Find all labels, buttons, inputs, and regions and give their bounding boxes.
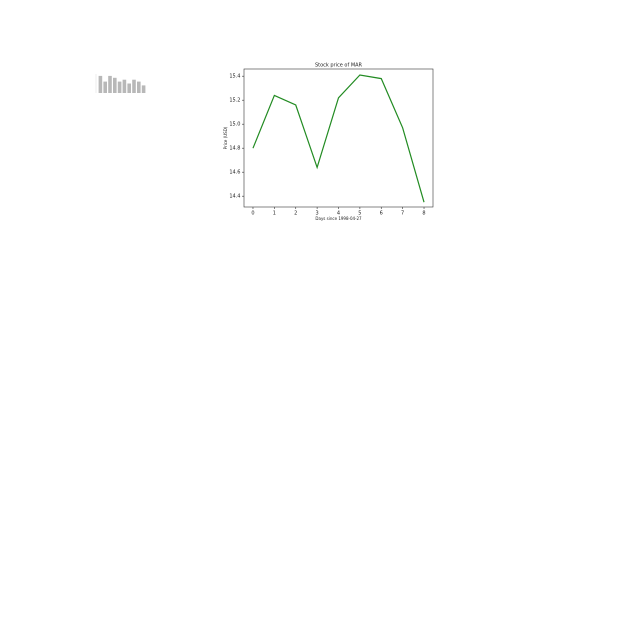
y-tick-label: 15.4 [229, 74, 240, 80]
price-line [252, 74, 425, 203]
y-tick-label: 14.4 [229, 194, 240, 200]
x-tick-label: 1 [273, 211, 276, 217]
thumb-bar [122, 79, 127, 93]
thumb-bar [108, 75, 112, 93]
y-tick-label: 15.0 [229, 122, 240, 128]
x-tick-label: 0 [251, 211, 254, 217]
y-tick-label: 14.6 [229, 170, 240, 176]
x-tick-label: 2 [294, 211, 297, 217]
thumb-bar [137, 81, 141, 93]
x-axis-label: Days since 1998-04-27 [315, 216, 362, 221]
plot-frame [243, 68, 434, 208]
thumb-bar [117, 81, 122, 93]
x-tick-label: 5 [358, 211, 361, 217]
y-tick-label: 15.2 [229, 98, 240, 104]
x-tick-label: 7 [401, 211, 404, 217]
x-tick-label: 8 [422, 211, 425, 217]
x-tick-label: 4 [337, 211, 340, 217]
thumb-bar [127, 83, 131, 93]
x-tick-label: 3 [316, 211, 319, 217]
x-tick-label: 6 [380, 211, 383, 217]
thumb-bar [141, 85, 146, 93]
thumb-bar [113, 77, 117, 93]
chart-title: Stock price of MAR [315, 63, 363, 69]
y-axis-label: Price (USD) [223, 126, 228, 149]
thumb-bar [103, 81, 107, 93]
thumb-bar [132, 79, 136, 93]
thumb-bar [98, 75, 103, 93]
y-tick-label: 14.8 [229, 146, 240, 152]
